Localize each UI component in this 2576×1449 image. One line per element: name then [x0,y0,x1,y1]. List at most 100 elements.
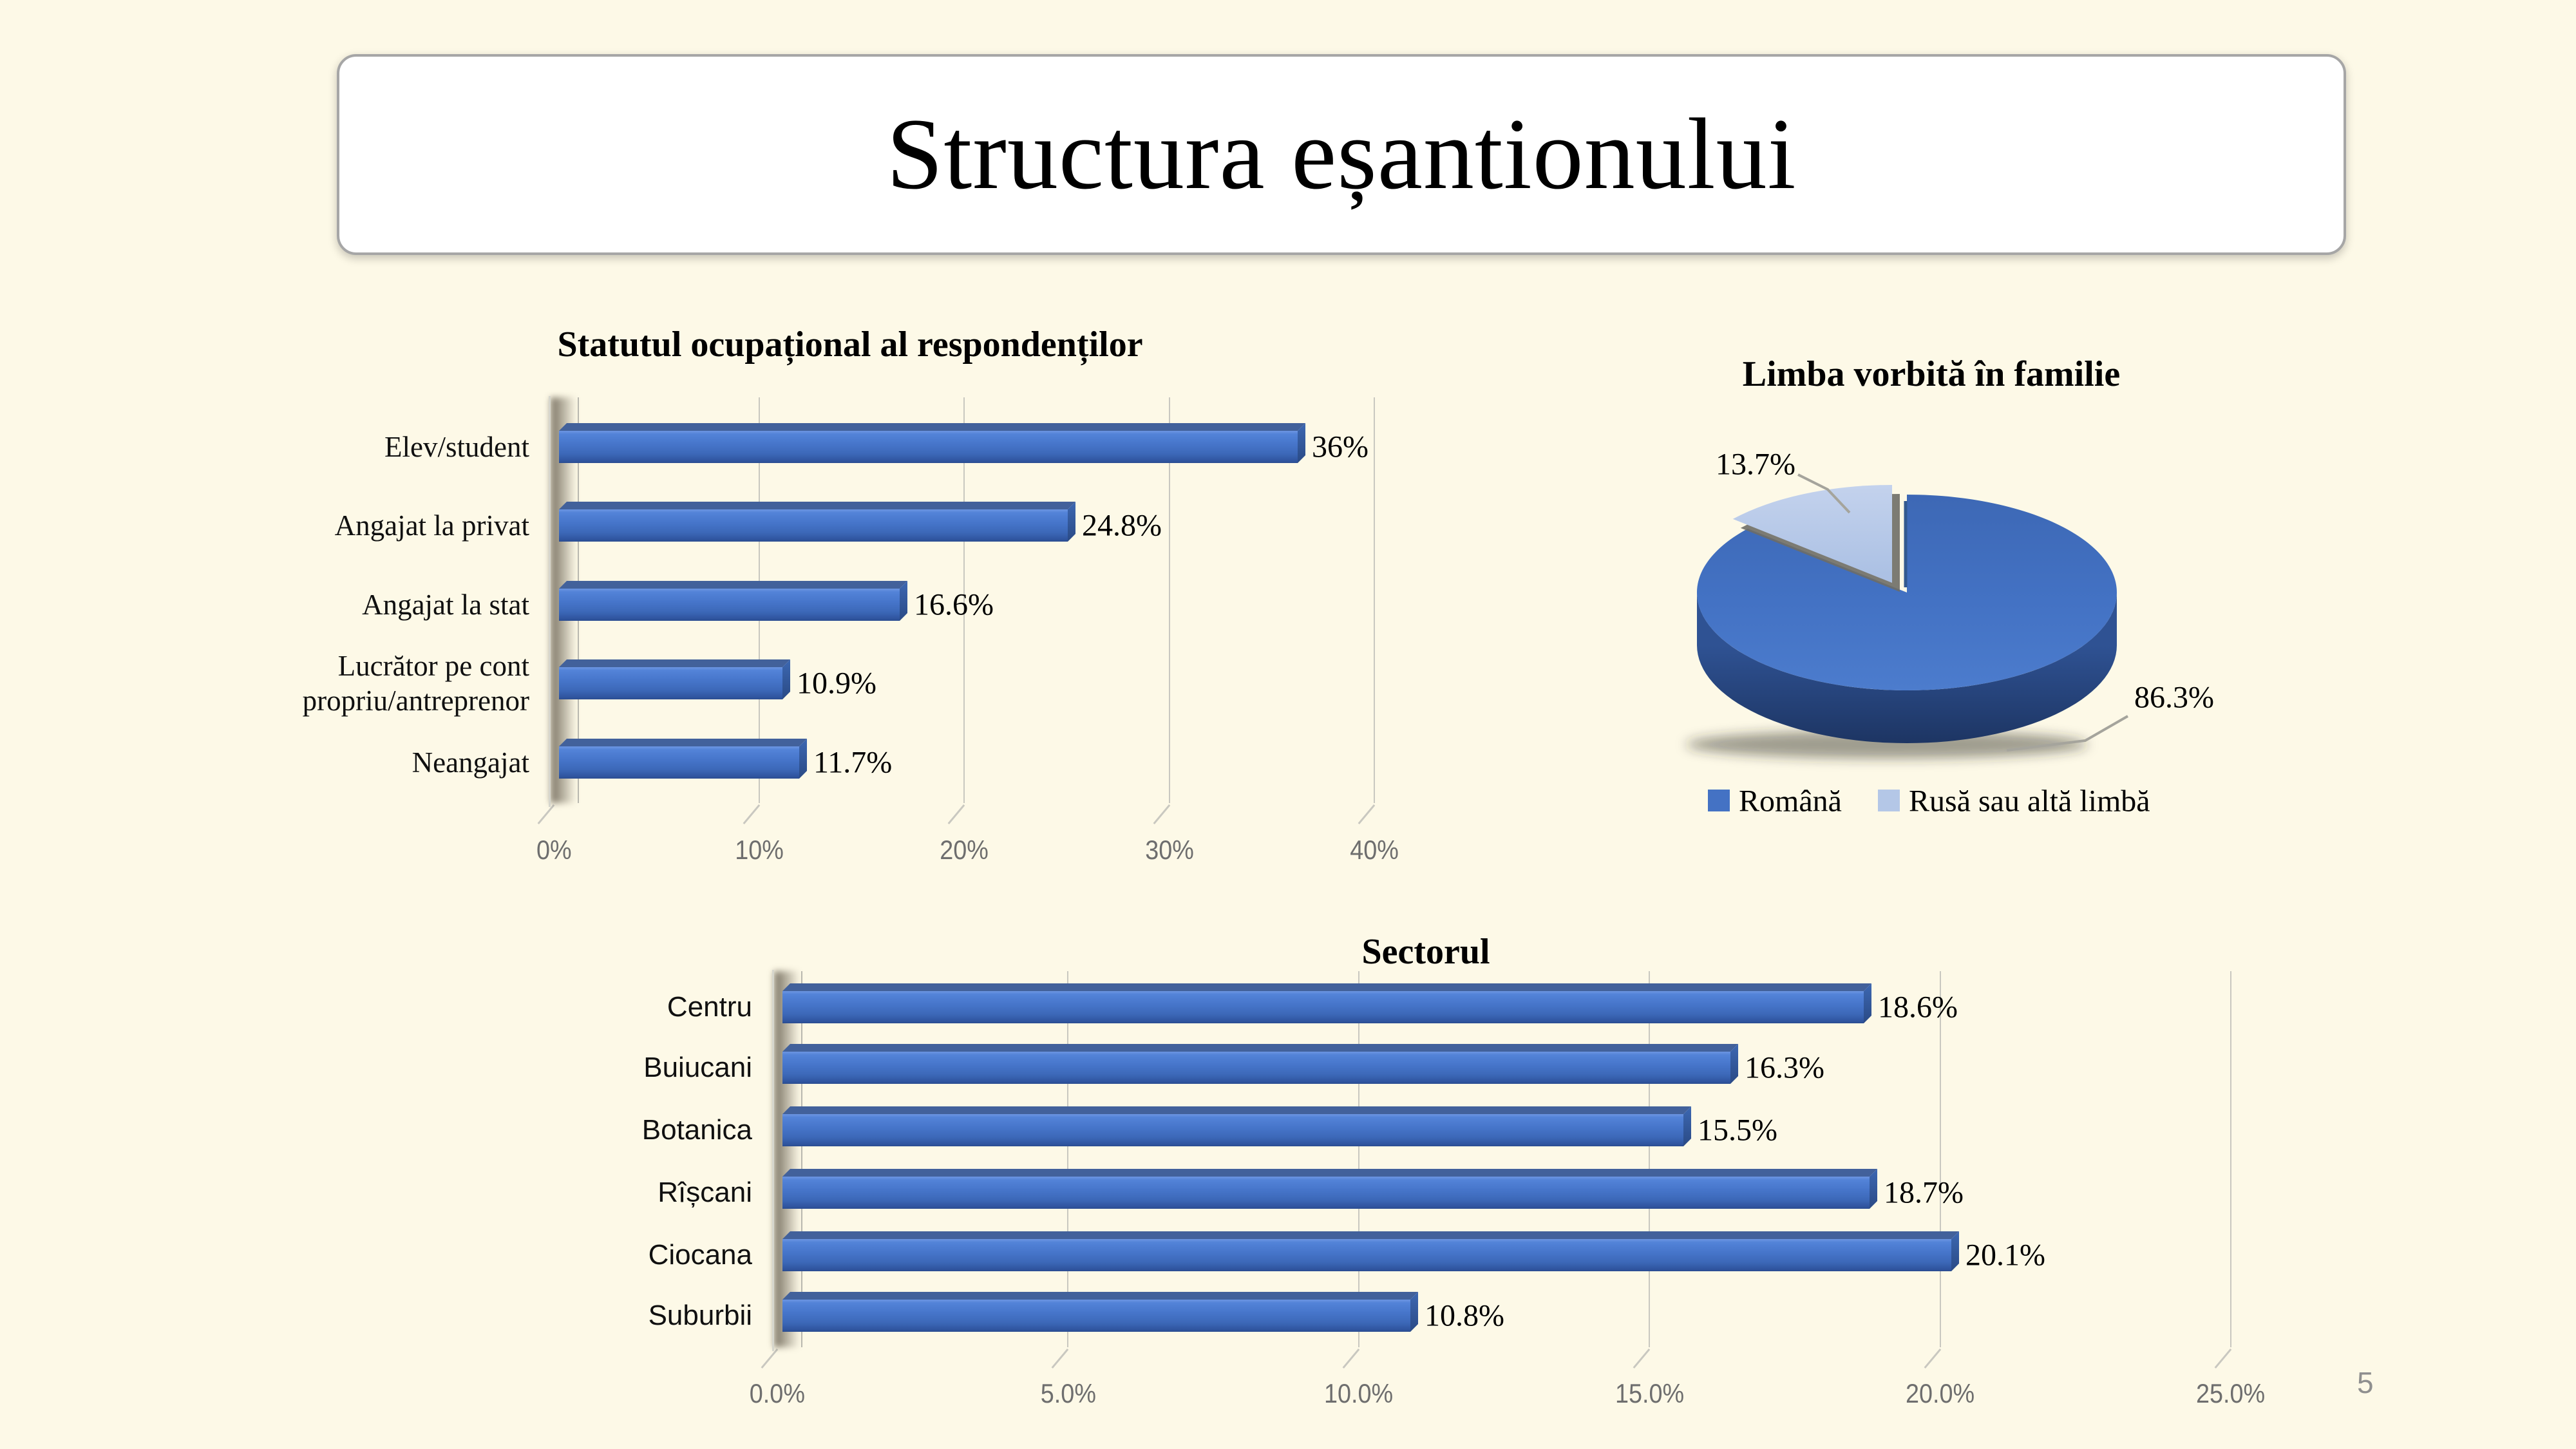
axis-line [801,971,802,1347]
bar-top-face [559,739,807,746]
bar [782,1106,1691,1146]
pie-ground-shadow [1686,730,2088,759]
bar-end-face [1730,1044,1738,1084]
category-label: Suburbii [648,1300,752,1331]
slide-title: Structura eșantionului [886,98,1797,211]
value-label: 16.3% [1745,1050,1824,1085]
axis-tick-label: 20% [900,835,1028,866]
value-label: 18.7% [1884,1175,1964,1210]
axis-tick-text: 0% [536,835,572,865]
axis-tick-label: 0% [489,835,618,866]
axis-tick-text: 40% [1350,835,1399,865]
value-label: 11.7% [813,745,893,780]
bar [559,581,907,621]
gridline [1067,971,1069,1347]
bar-front-face [559,746,799,779]
gridline-foot [1358,804,1376,825]
gridline-foot [2214,1349,2232,1369]
gridline [1358,971,1359,1347]
bar-front-face [559,509,1068,542]
bar-top-face [782,1169,1877,1177]
bar-top-face [782,1292,1418,1300]
axis-tick-label: 10% [695,835,824,866]
bar-front-face [559,431,1298,463]
bar [782,1292,1418,1332]
category-label: Rîșcani [658,1177,752,1208]
axis-wall [549,396,551,807]
bar-end-face [1068,502,1075,542]
pie-value-label-romana: 86.3% [2134,680,2214,715]
value-label: 20.1% [1965,1238,2045,1273]
category-label: Buiucani [643,1052,752,1083]
gridline-foot [1342,1349,1360,1369]
bar-end-face [1870,1169,1877,1209]
axis-tick-text: 10% [734,835,784,865]
title-box: Structura eșantionului [337,54,2346,255]
axis-tick-text: 5.0% [1040,1378,1096,1408]
value-label: 24.8% [1082,508,1162,543]
callout-line-romana [2006,715,2128,752]
pie-slice-rusa [1732,485,1892,583]
gridline-foot [1924,1349,1941,1369]
value-label: 10.8% [1425,1298,1504,1333]
value-label: 10.9% [797,666,876,701]
gridline-foot [1633,1349,1651,1369]
axis-tick-label: 15.0% [1585,1378,1714,1409]
bar-top-face [559,659,790,667]
category-label: Angajat la privat [334,509,529,542]
bar-end-face [799,739,807,779]
axis-tick-text: 10.0% [1324,1378,1394,1408]
axis-tick-text: 30% [1144,835,1194,865]
axis-tick-text: 20% [940,835,989,865]
gridline-foot [743,804,760,825]
gridline [1374,397,1376,803]
chart-title-sector: Sectorul [1361,932,1490,972]
category-label: Neangajat [412,746,529,779]
axis-tick-text: 0.0% [749,1378,806,1408]
bar-top-face [559,502,1075,509]
category-label: Elev/student [384,431,529,463]
bar [559,502,1075,542]
bar [559,423,1305,463]
gridline-foot [1153,804,1171,825]
value-label: 18.6% [1878,990,1958,1025]
axis-tick-label: 20.0% [1876,1378,2005,1409]
value-label: 16.6% [914,587,994,622]
bar-top-face [782,1044,1738,1052]
pie-value-label-rusa: 13.7% [1716,447,1795,482]
bar-front-face [782,991,1864,1023]
pie-slice-romana [1696,495,2117,690]
language-pie-chart [1686,473,2128,759]
gridline [963,397,965,803]
bar [782,983,1871,1023]
axis-tick-label: 5.0% [1003,1378,1132,1409]
bar [559,739,807,779]
bar-front-face [782,1300,1410,1332]
category-label: Lucrător pe cont propriu/antreprenor [302,650,529,717]
chart-title-language: Limba vorbită în familie [1742,354,2121,394]
bar-end-face [1683,1106,1691,1146]
bar-front-face [782,1052,1730,1084]
bar [559,659,790,699]
bar-front-face [782,1177,1870,1209]
legend-label-romana: Română [1739,784,1842,819]
gridline [1168,397,1170,803]
gridline-foot [761,1349,779,1369]
bar [782,1169,1877,1209]
pie-side-face [1697,592,2117,743]
gridline-foot [1051,1349,1069,1369]
value-label: 15.5% [1698,1113,1777,1148]
axis-tick-label: 10.0% [1294,1378,1423,1409]
gridline [1939,971,1941,1347]
page-number: 5 [2357,1366,2374,1399]
gridline-foot [947,804,965,825]
axis-tick-label: 0.0% [713,1378,842,1409]
bar-front-face [559,667,782,699]
legend-swatch-romana [1708,790,1730,811]
gridline-foot [537,804,555,825]
bar-end-face [782,659,790,699]
category-label: Centru [667,991,752,1023]
axis-tick-label: 40% [1310,835,1439,866]
bar-end-face [1951,1231,1959,1271]
